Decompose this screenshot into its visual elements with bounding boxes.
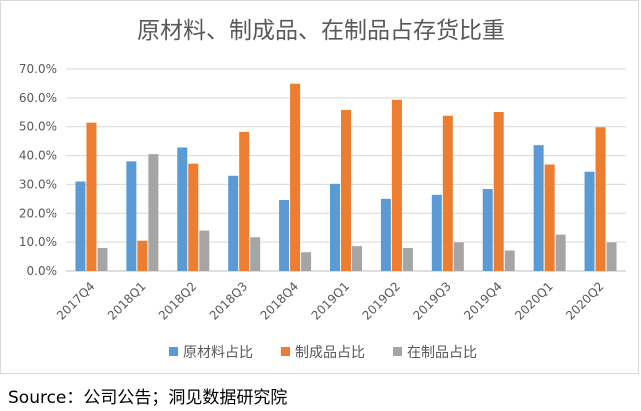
x-tick-label: 2019Q1 — [309, 279, 353, 323]
bar — [188, 163, 199, 271]
bar — [148, 154, 159, 271]
bar — [352, 246, 362, 271]
bar — [330, 183, 340, 271]
bar — [584, 171, 595, 271]
bar — [75, 181, 86, 271]
bar — [555, 234, 566, 271]
bar-chart: 原材料、制成品、在制品占存货比重 0.0% 10.0% 20.0% 30.0% 40.0… — [19, 18, 626, 361]
y-axis-tick-labels: 0.0% 10.0% 20.0% 30.0% 40.0% 50.0% 60.0% 70.0% — [19, 62, 57, 278]
legend-swatch — [169, 347, 178, 356]
bar — [341, 109, 351, 271]
y-tick-label: 10.0% — [19, 235, 57, 249]
bar — [86, 122, 97, 271]
legend-label: 原材料占比 — [183, 345, 253, 361]
source-note: Source：公司公告；洞见数据研究院 — [8, 388, 288, 408]
x-tick-label: 2018Q1 — [105, 279, 149, 323]
bar — [533, 145, 544, 271]
y-tick-label: 20.0% — [19, 206, 57, 220]
bar — [228, 175, 239, 271]
y-tick-label: 30.0% — [19, 177, 57, 191]
bar — [279, 200, 290, 271]
legend-label: 在制品占比 — [407, 345, 477, 361]
bar — [250, 237, 261, 271]
legend-label: 制成品占比 — [295, 345, 365, 361]
x-tick-label: 2018Q2 — [156, 279, 200, 323]
x-tick-label: 2017Q4 — [54, 279, 98, 323]
x-tick-label: 2020Q2 — [563, 279, 607, 323]
bar — [290, 83, 301, 272]
bar — [177, 147, 188, 271]
bar — [199, 230, 210, 271]
bar — [431, 194, 442, 271]
bar — [595, 127, 606, 271]
chart-title: 原材料、制成品、在制品占存货比重 — [137, 18, 505, 44]
x-tick-label: 2019Q2 — [359, 279, 403, 323]
x-axis-tick-labels: 2017Q4 2018Q1 2018Q2 2018Q3 2018Q4 2019Q1 2019… — [54, 279, 607, 323]
y-tick-label: 0.0% — [27, 264, 58, 278]
x-tick-label: 2020Q1 — [512, 279, 556, 323]
bar — [380, 198, 391, 271]
legend: 原材料占比 制成品占比 在制品占比 — [169, 345, 477, 361]
bar — [544, 164, 555, 271]
legend-swatch — [281, 347, 290, 356]
bar — [504, 250, 515, 271]
x-tick-label: 2018Q4 — [258, 279, 302, 323]
bar — [453, 242, 464, 271]
bar — [137, 240, 148, 271]
bar — [482, 189, 493, 271]
bars — [75, 83, 617, 272]
y-tick-label: 50.0% — [19, 120, 57, 134]
x-tick-label: 2019Q3 — [410, 279, 454, 323]
y-tick-label: 60.0% — [19, 91, 57, 105]
legend-swatch — [393, 347, 402, 356]
chart-frame: 原材料、制成品、在制品占存货比重 0.0% 10.0% 20.0% 30.0% 40.0… — [0, 0, 639, 374]
y-tick-label: 70.0% — [19, 62, 57, 76]
x-tick-label: 2018Q3 — [207, 279, 251, 323]
bar — [126, 161, 137, 271]
bar — [493, 111, 504, 271]
x-tick-label: 2019Q4 — [461, 279, 505, 323]
bar — [391, 99, 402, 272]
y-tick-label: 40.0% — [19, 149, 57, 163]
bar — [97, 247, 108, 271]
bar — [239, 131, 250, 271]
bar — [606, 242, 617, 271]
bar — [301, 252, 312, 271]
bar — [402, 247, 413, 271]
bar — [442, 115, 453, 272]
